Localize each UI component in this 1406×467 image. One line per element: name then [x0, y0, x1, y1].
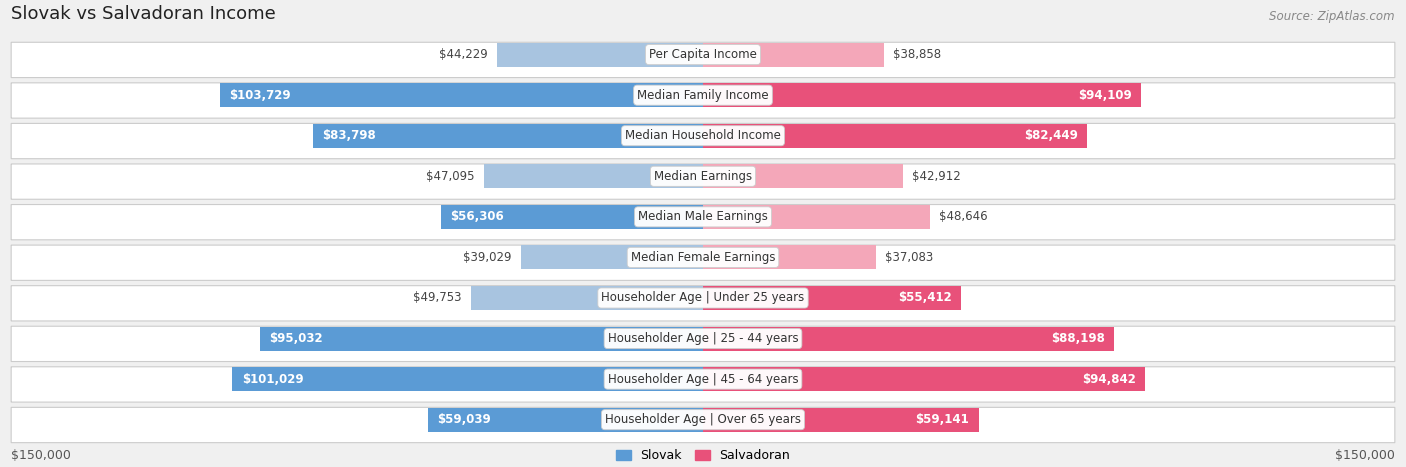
FancyBboxPatch shape	[11, 407, 1395, 443]
Text: $49,753: $49,753	[413, 291, 463, 304]
Bar	[219, 83, 703, 107]
Text: $94,842: $94,842	[1081, 373, 1136, 386]
Bar	[703, 124, 1087, 148]
Bar	[312, 124, 703, 148]
Bar	[703, 246, 876, 269]
Text: $150,000: $150,000	[11, 449, 72, 462]
Text: $55,412: $55,412	[898, 291, 952, 304]
Text: $59,141: $59,141	[915, 413, 969, 426]
Bar	[703, 367, 1144, 391]
Text: $150,000: $150,000	[1334, 449, 1395, 462]
Text: $103,729: $103,729	[229, 89, 291, 102]
Bar	[703, 326, 1114, 351]
Bar	[703, 408, 979, 432]
FancyBboxPatch shape	[11, 367, 1395, 402]
Bar	[496, 42, 703, 67]
Text: Householder Age | 45 - 64 years: Householder Age | 45 - 64 years	[607, 373, 799, 386]
FancyBboxPatch shape	[11, 164, 1395, 199]
Text: Median Family Income: Median Family Income	[637, 89, 769, 102]
FancyBboxPatch shape	[11, 83, 1395, 118]
Text: $56,306: $56,306	[450, 210, 503, 223]
Text: Median Male Earnings: Median Male Earnings	[638, 210, 768, 223]
Bar	[260, 326, 703, 351]
Text: Median Household Income: Median Household Income	[626, 129, 780, 142]
Text: $38,858: $38,858	[893, 48, 942, 61]
Text: Householder Age | Over 65 years: Householder Age | Over 65 years	[605, 413, 801, 426]
FancyBboxPatch shape	[11, 326, 1395, 361]
Bar	[703, 83, 1142, 107]
FancyBboxPatch shape	[11, 42, 1395, 78]
Bar	[703, 205, 929, 229]
Bar	[232, 367, 703, 391]
FancyBboxPatch shape	[11, 123, 1395, 159]
Text: Slovak vs Salvadoran Income: Slovak vs Salvadoran Income	[11, 5, 276, 23]
FancyBboxPatch shape	[11, 205, 1395, 240]
Text: $39,029: $39,029	[464, 251, 512, 264]
Text: Per Capita Income: Per Capita Income	[650, 48, 756, 61]
Text: $42,912: $42,912	[912, 170, 960, 183]
Bar	[471, 286, 703, 310]
Text: $48,646: $48,646	[939, 210, 987, 223]
Text: $47,095: $47,095	[426, 170, 474, 183]
Bar	[484, 164, 703, 188]
Bar	[703, 164, 903, 188]
Text: $101,029: $101,029	[242, 373, 304, 386]
Text: $83,798: $83,798	[322, 129, 375, 142]
Text: $95,032: $95,032	[270, 332, 323, 345]
Text: Median Female Earnings: Median Female Earnings	[631, 251, 775, 264]
Bar	[427, 408, 703, 432]
FancyBboxPatch shape	[11, 286, 1395, 321]
Text: $82,449: $82,449	[1024, 129, 1078, 142]
Text: $94,109: $94,109	[1078, 89, 1132, 102]
Text: Median Earnings: Median Earnings	[654, 170, 752, 183]
Legend: Slovak, Salvadoran: Slovak, Salvadoran	[616, 449, 790, 462]
Bar	[440, 205, 703, 229]
Text: $88,198: $88,198	[1050, 332, 1105, 345]
Text: $44,229: $44,229	[439, 48, 488, 61]
Bar	[522, 246, 703, 269]
Text: $59,039: $59,039	[437, 413, 491, 426]
Text: Source: ZipAtlas.com: Source: ZipAtlas.com	[1270, 10, 1395, 23]
Bar	[703, 42, 884, 67]
Text: Householder Age | Under 25 years: Householder Age | Under 25 years	[602, 291, 804, 304]
Text: $37,083: $37,083	[886, 251, 934, 264]
Bar	[703, 286, 962, 310]
Text: Householder Age | 25 - 44 years: Householder Age | 25 - 44 years	[607, 332, 799, 345]
FancyBboxPatch shape	[11, 245, 1395, 280]
